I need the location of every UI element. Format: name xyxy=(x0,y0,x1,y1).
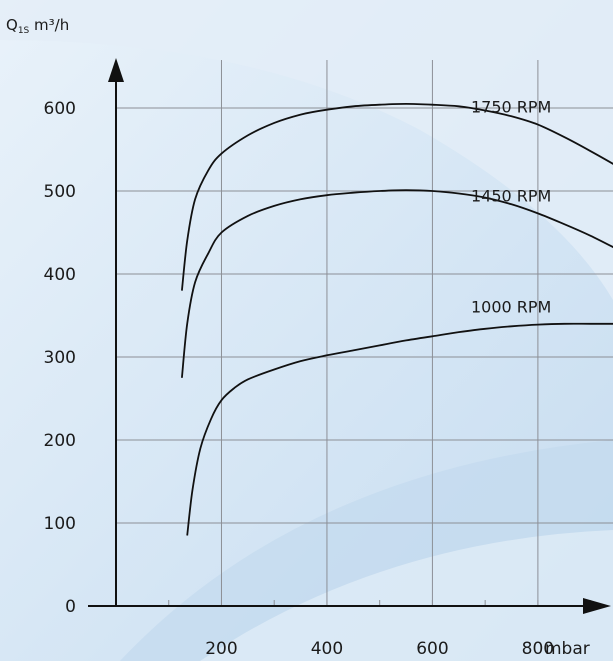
y-axis-title: Q1S m³/h xyxy=(6,16,69,36)
y-axis-arrow xyxy=(108,58,124,82)
y-tick-label: 400 xyxy=(44,265,76,285)
y-tick-label: 100 xyxy=(44,514,76,534)
y-tick-label: 500 xyxy=(44,182,76,202)
series-line-1000-rpm xyxy=(186,322,613,536)
x-tick-label: 200 xyxy=(205,639,237,659)
y-tick-label: 0 xyxy=(65,597,76,617)
series-lines xyxy=(181,102,613,536)
x-axis-arrow xyxy=(583,598,611,614)
series-line-1750-rpm xyxy=(181,102,613,291)
background-swoosh xyxy=(0,0,613,300)
background-swoosh xyxy=(200,530,613,661)
x-tick-label: 400 xyxy=(311,639,343,659)
x-tick-label: 800 xyxy=(522,639,554,659)
y-axis-title-unit: m³/h xyxy=(29,16,69,34)
series-label-1000-rpm: 1000 RPM xyxy=(471,298,551,317)
y-axis-title-q: Q xyxy=(6,16,18,34)
labels: 1750 RPM 1450 RPM 1000 RPM 0 100 200 300 400 500… xyxy=(44,98,555,659)
series-line-1450-rpm xyxy=(181,189,613,378)
y-tick-label: 600 xyxy=(44,99,76,119)
x-axis-title: mbar xyxy=(545,639,590,659)
series-label-1450-rpm: 1450 RPM xyxy=(471,186,551,205)
y-tick-label: 300 xyxy=(44,348,76,368)
series-label-1750-rpm: 1750 RPM xyxy=(471,98,551,117)
x-tick-label: 600 xyxy=(416,639,448,659)
axes xyxy=(88,58,611,614)
y-tick-label: 200 xyxy=(44,431,76,451)
y-axis-title-sub: 1S xyxy=(18,26,30,36)
